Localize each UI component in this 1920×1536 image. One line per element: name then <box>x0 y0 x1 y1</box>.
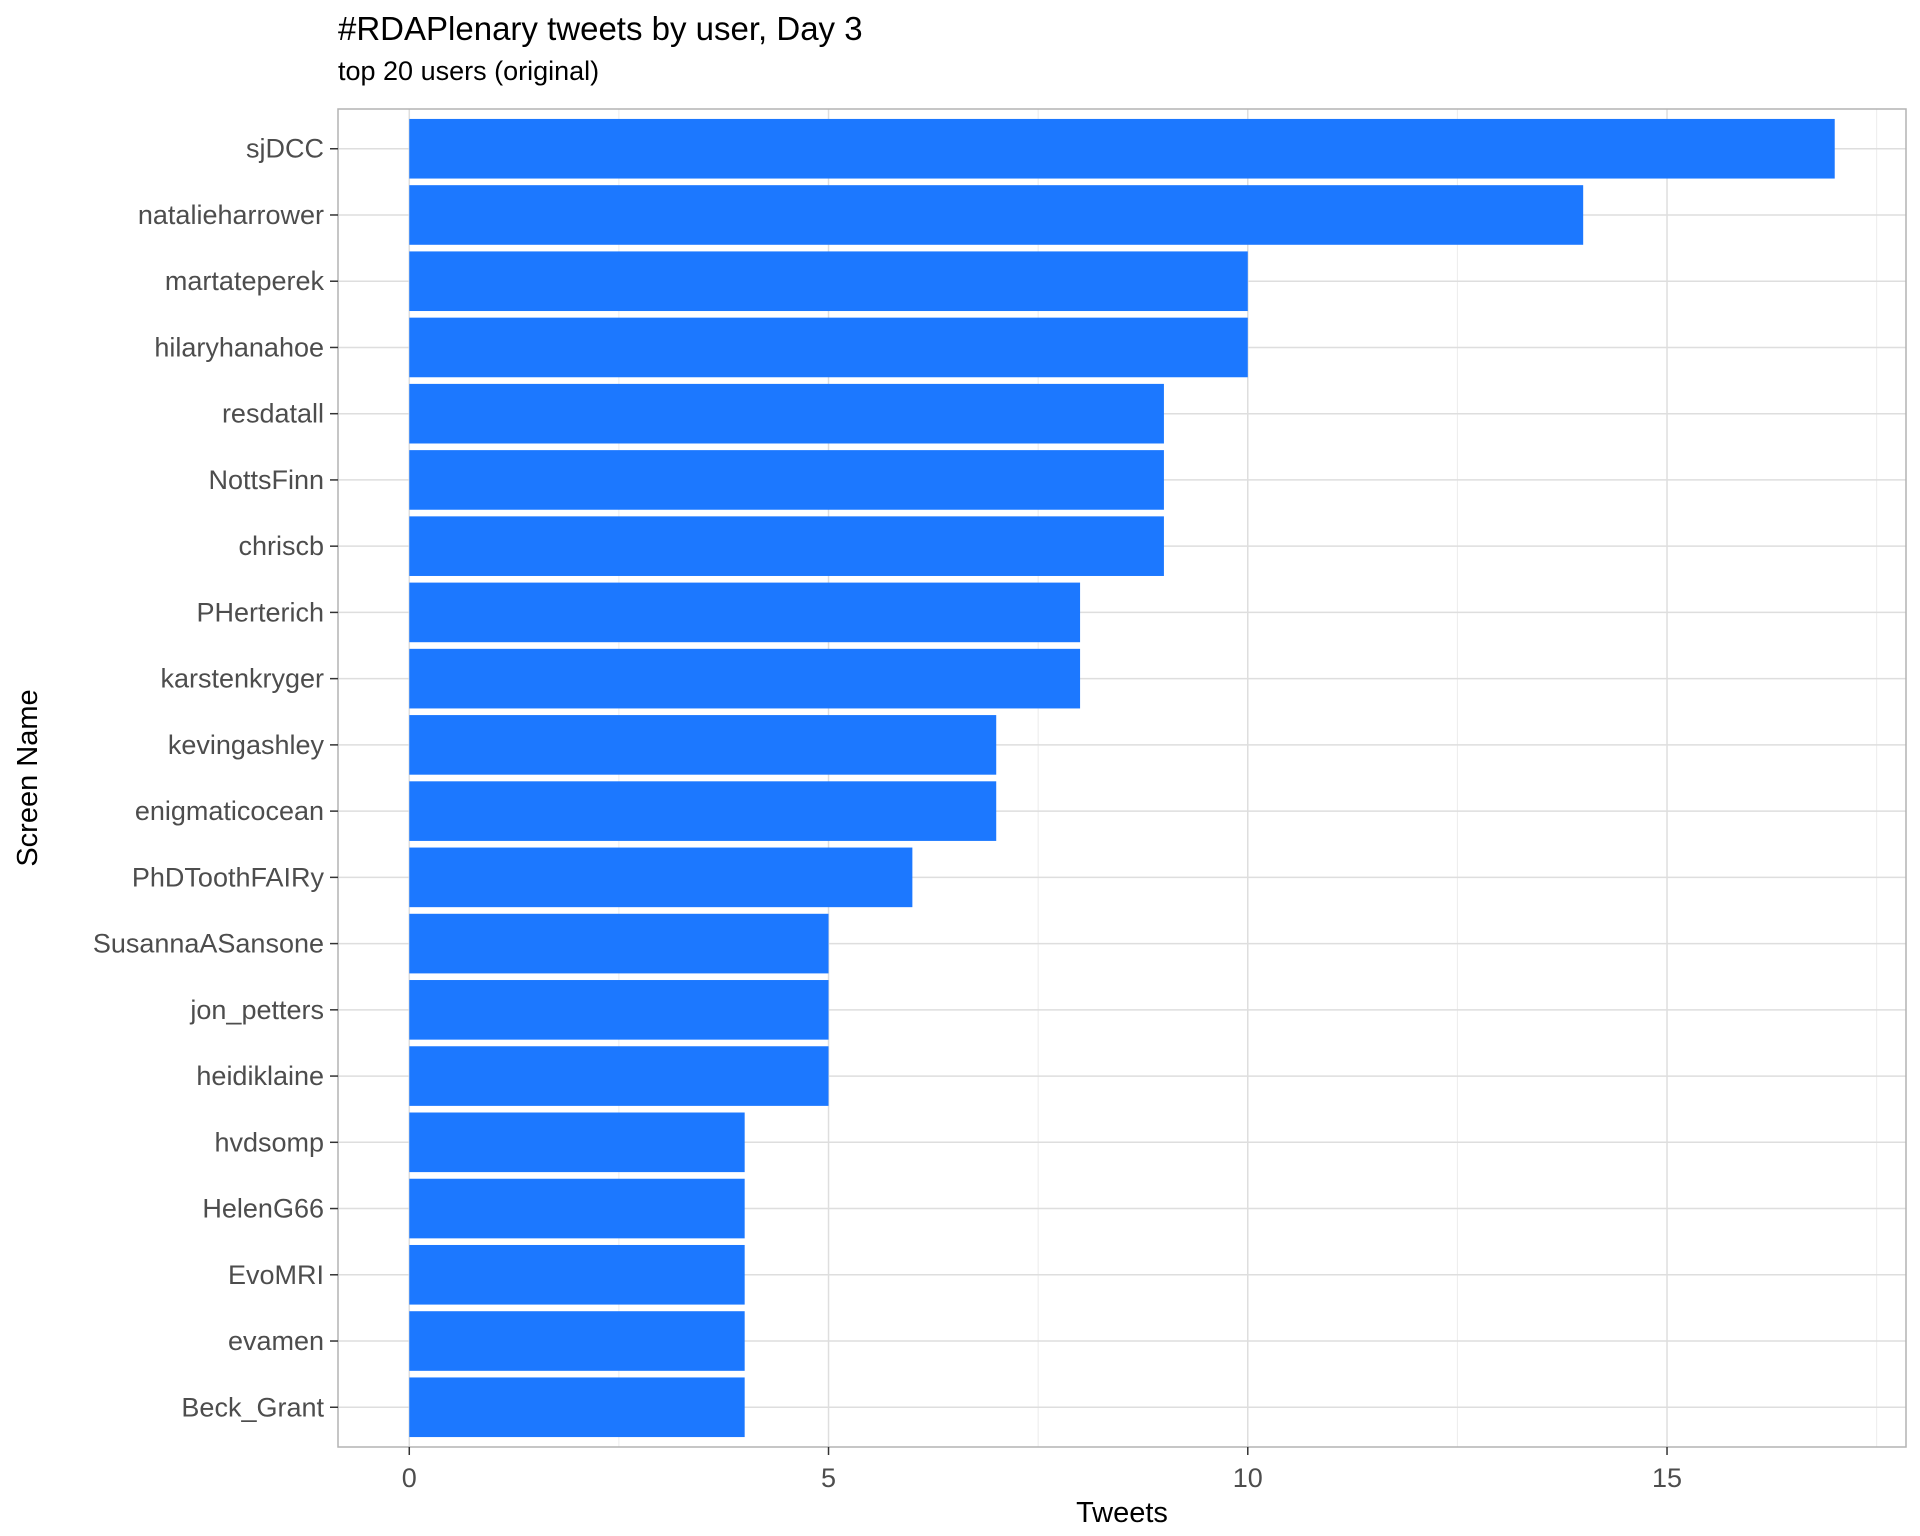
x-tick-label: 10 <box>1233 1463 1263 1493</box>
bar-Beck_Grant <box>409 1377 745 1438</box>
bar-sjDCC <box>409 118 1835 179</box>
y-tick-label: evamen <box>228 1326 324 1356</box>
chart-subtitle: top 20 users (original) <box>338 56 600 86</box>
y-tick-label: chriscb <box>238 531 324 561</box>
y-tick-label: Beck_Grant <box>181 1392 324 1422</box>
chart-title: #RDAPlenary tweets by user, Day 3 <box>338 10 863 47</box>
y-tick-label: natalieharrower <box>138 200 324 230</box>
bar-enigmaticocean <box>409 781 997 841</box>
y-tick-label: resdatall <box>222 399 324 429</box>
bar-karstenkryger <box>409 648 1081 709</box>
bar-PhDToothFAIRy <box>409 847 913 908</box>
bar-SusannaASansone <box>409 913 829 974</box>
bar-HelenG66 <box>409 1178 745 1239</box>
bar-resdatall <box>409 383 1164 444</box>
y-tick-label: sjDCC <box>246 134 324 164</box>
bar-heidiklaine <box>409 1046 829 1106</box>
y-axis-title: Screen Name <box>12 689 44 866</box>
y-tick-label: hilaryhanahoe <box>154 332 324 362</box>
x-tick-label: 15 <box>1652 1463 1682 1493</box>
bar-PHerterich <box>409 582 1081 643</box>
bar-evamen <box>409 1311 745 1371</box>
y-tick-label: HelenG66 <box>202 1194 324 1224</box>
y-tick-label: heidiklaine <box>196 1061 324 1091</box>
x-tick-label: 5 <box>821 1463 836 1493</box>
x-tick-label: 0 <box>402 1463 417 1493</box>
bar-hilaryhanahoe <box>409 317 1248 378</box>
y-tick-labels: sjDCC natalieharrower martateperek hilaryha… <box>93 134 338 1422</box>
bars <box>409 118 1835 1438</box>
bar-hvdsomp <box>409 1112 745 1173</box>
bar-NottsFinn <box>409 450 1164 510</box>
y-tick-label: EvoMRI <box>228 1260 324 1290</box>
y-tick-label: kevingashley <box>168 730 325 760</box>
y-tick-label: jon_petters <box>189 995 324 1025</box>
y-tick-label: martateperek <box>165 266 325 296</box>
y-tick-label: karstenkryger <box>160 664 324 694</box>
y-tick-label: PhDToothFAIRy <box>132 862 325 892</box>
y-tick-label: PHerterich <box>196 597 324 627</box>
x-tick-labels: 0 5 10 15 <box>402 1447 1682 1493</box>
y-tick-label: hvdsomp <box>214 1127 324 1157</box>
bar-kevingashley <box>409 715 997 775</box>
x-axis-title: Tweets <box>1076 1497 1168 1529</box>
y-tick-label: SusannaASansone <box>93 929 324 959</box>
y-tick-label: enigmaticocean <box>135 796 324 826</box>
bar-EvoMRI <box>409 1244 745 1305</box>
bar-jon_petters <box>409 980 829 1040</box>
panel-border <box>337 108 1907 1448</box>
bar-natalieharrower <box>409 185 1584 245</box>
y-tick-label: NottsFinn <box>208 465 324 495</box>
bar-chriscb <box>409 516 1164 576</box>
bar-martateperek <box>409 251 1248 312</box>
